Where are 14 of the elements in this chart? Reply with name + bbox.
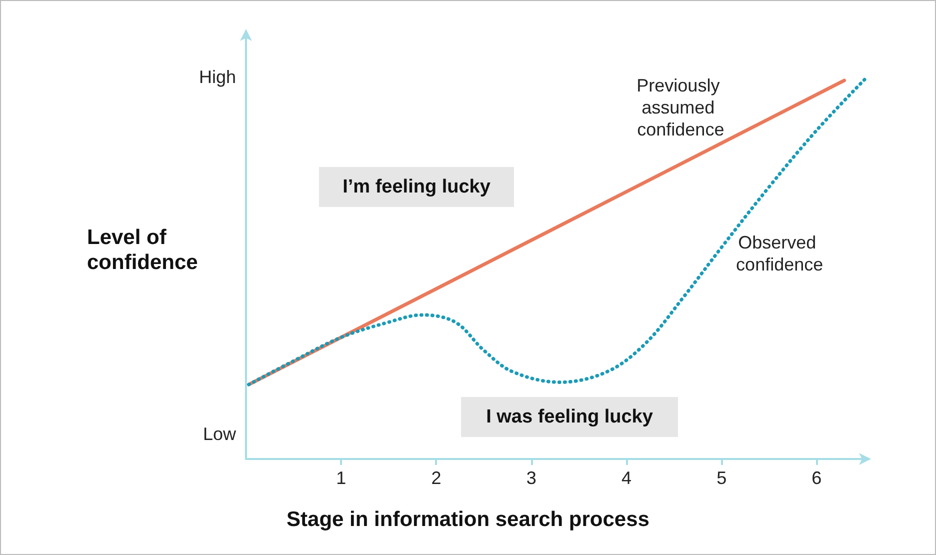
text: High [198,67,236,87]
x-tick-label: 3 [526,468,536,488]
text: Low [202,424,237,444]
x-tick-label: 6 [812,468,822,488]
y-axis-title: Level of confidence [87,226,198,274]
x-tick-label: 2 [431,468,442,488]
annotation: I’m feeling lucky [342,176,491,198]
x-tick-label: 1 [336,468,346,488]
series-label: Observed confidence [736,232,824,275]
x-tick-label: 4 [621,468,632,488]
annotation: I was feeling lucky [486,406,654,428]
series-label: Previously assumed confidence [636,75,725,140]
x-axis-title: Stage in information search process [286,508,650,531]
x-tick-label: 5 [716,468,727,488]
